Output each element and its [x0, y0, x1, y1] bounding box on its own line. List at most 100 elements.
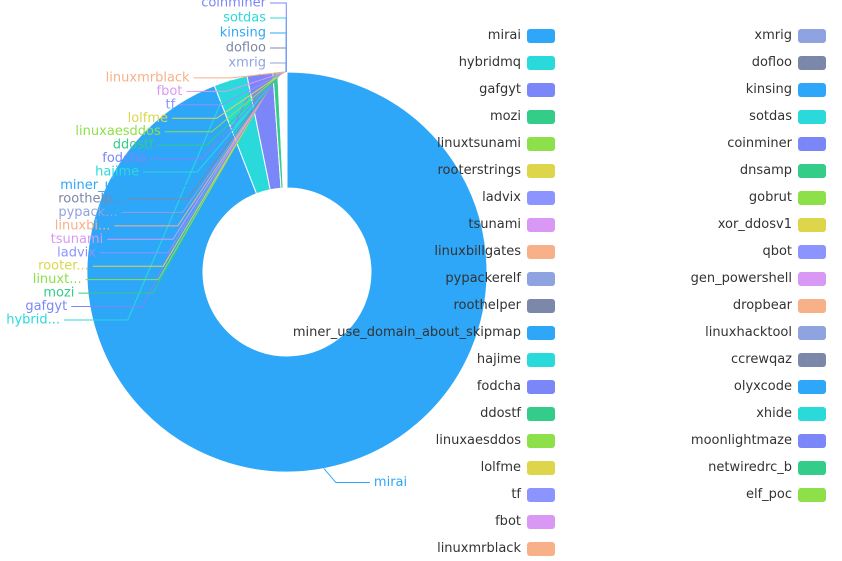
slice-label-linuxtsunami: linuxt... [33, 272, 82, 287]
legend-item-rooterstrings[interactable]: rooterstrings [155, 162, 555, 180]
leader-mirai [323, 468, 370, 484]
legend-swatch [527, 110, 555, 124]
legend-item-kinsing[interactable]: kinsing [426, 81, 826, 99]
legend-item-dropbear[interactable]: dropbear [426, 297, 826, 315]
legend-item-sotdas[interactable]: sotdas [426, 108, 826, 126]
legend-swatch [798, 110, 826, 124]
legend-item-ccrewqaz[interactable]: ccrewqaz [426, 351, 826, 369]
legend-swatch [527, 488, 555, 502]
legend-swatch [527, 326, 555, 340]
slice-label-fbot: fbot [157, 84, 183, 99]
leader-tsunami [107, 71, 281, 240]
legend-swatch [527, 461, 555, 475]
legend-label: hajime [476, 352, 521, 367]
legend-item-elf_poc[interactable]: elf_poc [426, 486, 826, 504]
legend-item-olyxcode[interactable]: olyxcode [426, 378, 826, 396]
legend-item-qbot[interactable]: qbot [426, 243, 826, 261]
leader-linuxmrblack [193, 71, 286, 79]
slice-label-linuxbillgates: linuxbi... [55, 218, 111, 233]
legend-item-gafgyt[interactable]: gafgyt [155, 81, 555, 99]
slice-labels: mirai hybrid...gafgytmozilinuxt...rooter.… [6, 0, 407, 490]
slice-label-ddostf: ddostf [113, 138, 154, 153]
legend-swatch [527, 542, 555, 556]
leader-coinminer [270, 2, 287, 73]
legend-item-ddostf[interactable]: ddostf [155, 405, 555, 423]
leader-ddostf [157, 71, 284, 146]
slice-label-miner_use_domain_about_skipmap: miner_us... [60, 178, 132, 193]
legend-swatch [798, 326, 826, 340]
legend-label: rooterstrings [437, 163, 522, 178]
legend-swatch [798, 56, 826, 70]
slice-label-mirai: mirai [374, 475, 407, 490]
legend-label: ccrewqaz [730, 352, 792, 367]
legend-label: linuxbillgates [434, 244, 521, 259]
legend-item-dnsamp[interactable]: dnsamp [426, 162, 826, 180]
legend-item-tsunami[interactable]: tsunami [155, 216, 555, 234]
legend-swatch [527, 164, 555, 178]
legend-label: netwiredrc_b [708, 460, 792, 475]
legend-label: hybridmq [458, 55, 521, 70]
legend-label: linuxmrblack [437, 541, 521, 556]
legend-item-hybridmq[interactable]: hybridmq [155, 54, 555, 72]
slice-label-tsunami: tsunami [51, 232, 104, 247]
legend-item-moonlightmaze[interactable]: moonlightmaze [426, 432, 826, 450]
slice-label-mozi: mozi [43, 286, 74, 301]
legend-label: gafgyt [479, 82, 521, 97]
label-leader-lines [64, 2, 370, 484]
legend-item-linuxmrblack[interactable]: linuxmrblack [155, 540, 555, 558]
legend-swatch [798, 407, 826, 421]
leader-roothelper [128, 71, 282, 200]
legend-label: dofloo [751, 55, 792, 70]
legend-item-gen_powershell[interactable]: gen_powershell [426, 270, 826, 288]
legend-item-linuxtsunami[interactable]: linuxtsunami [155, 135, 555, 153]
legend-item-hajime[interactable]: hajime [155, 351, 555, 369]
legend-item-dofloo[interactable]: dofloo [426, 54, 826, 72]
legend-item-gobrut[interactable]: gobrut [426, 189, 826, 207]
legend-item-roothelper[interactable]: roothelper [155, 297, 555, 315]
legend-item-miner_use_domain_about_skipmap[interactable]: miner_use_domain_about_skipmap [155, 324, 555, 342]
legend-item-coinminer[interactable]: coinminer [426, 135, 826, 153]
legend-item-fbot[interactable]: fbot [155, 513, 555, 531]
legend-item-pypackerelf[interactable]: pypackerelf [155, 270, 555, 288]
legend-label: linuxhacktool [705, 325, 792, 340]
legend-item-xor_ddosv1[interactable]: xor_ddosv1 [426, 216, 826, 234]
leader-fbot [186, 71, 286, 92]
legend-label: qbot [762, 244, 792, 259]
leader-tf [179, 71, 285, 106]
leader-pypackerelf [121, 71, 281, 213]
legend-swatch [527, 83, 555, 97]
legend-item-fodcha[interactable]: fodcha [155, 378, 555, 396]
legend-swatch [798, 29, 826, 43]
slice-label-rooterstrings: rooter... [38, 259, 89, 274]
legend-swatch [527, 245, 555, 259]
legend-item-mozi[interactable]: mozi [155, 108, 555, 126]
legend-item-lolfme[interactable]: lolfme [155, 459, 555, 477]
leader-rooterstrings [92, 71, 280, 267]
legend-label: fbot [495, 514, 521, 529]
legend-item-xmrig[interactable]: xmrig [426, 27, 826, 45]
legend-label: linuxtsunami [437, 136, 521, 151]
legend-item-xhide[interactable]: xhide [426, 405, 826, 423]
legend-swatch [798, 191, 826, 205]
legend-item-linuxaesddos[interactable]: linuxaesddos [155, 432, 555, 450]
legend-label: gobrut [748, 190, 792, 205]
legend-item-netwiredrc_b[interactable]: netwiredrc_b [426, 459, 826, 477]
legend-label: miner_use_domain_about_skipmap [292, 325, 521, 340]
legend-label: roothelper [453, 298, 521, 313]
legend-item-mirai[interactable]: mirai [155, 27, 555, 45]
legend-label: mirai [487, 28, 521, 43]
slice-label-dofloo: dofloo [226, 41, 266, 56]
legend-item-linuxhacktool[interactable]: linuxhacktool [426, 324, 826, 342]
slice-label-ladvix: ladvix [57, 245, 96, 260]
legend-swatch [527, 218, 555, 232]
legend-item-tf[interactable]: tf [155, 486, 555, 504]
legend-swatch [798, 245, 826, 259]
legend-item-linuxbillgates[interactable]: linuxbillgates [155, 243, 555, 261]
legend-swatch [527, 299, 555, 313]
legend-swatch [798, 434, 826, 448]
legend-item-ladvix[interactable]: ladvix [155, 189, 555, 207]
legend-label: tsunami [468, 217, 521, 232]
legend-label: fodcha [476, 379, 521, 394]
slice-label-sotdas: sotdas [223, 11, 266, 26]
leader-fodcha [150, 71, 283, 160]
